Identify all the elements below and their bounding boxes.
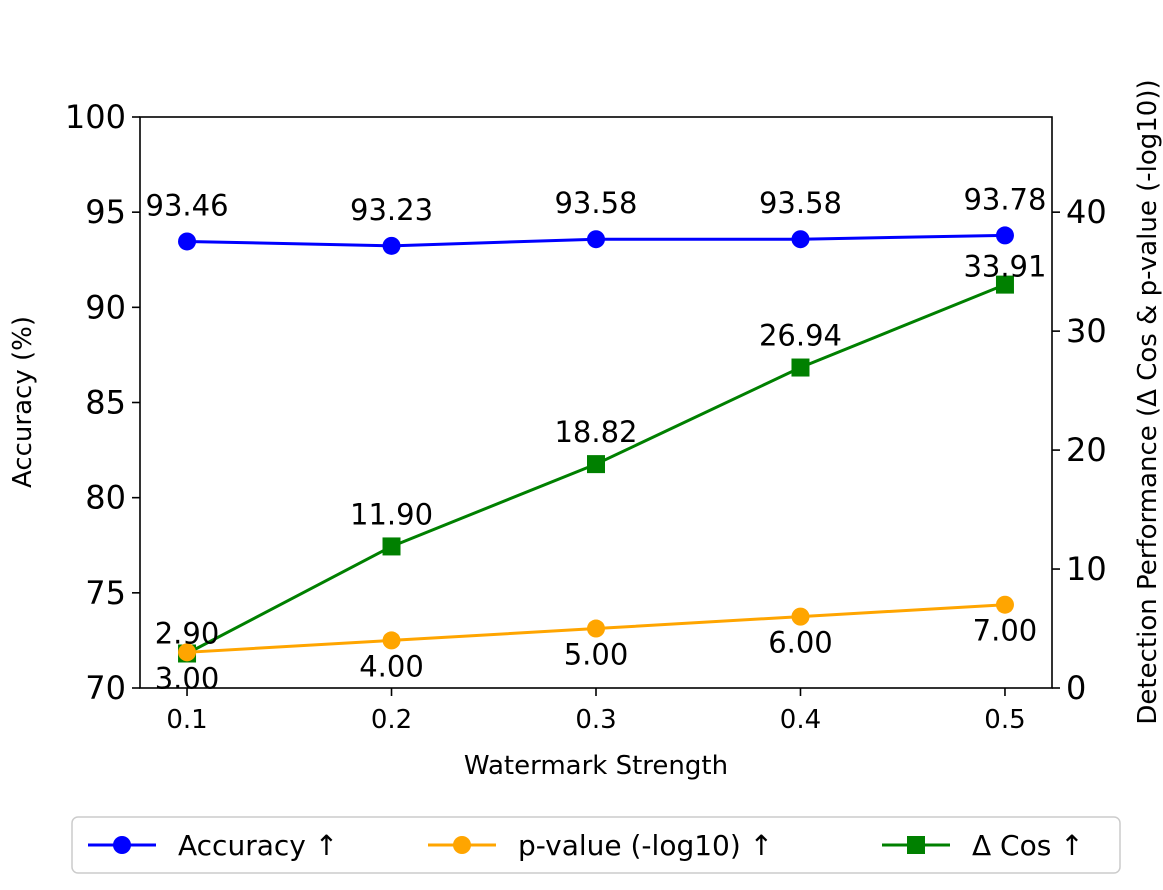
data-point <box>382 537 401 556</box>
data-point <box>587 619 605 638</box>
data-labels: 2.90 11.90 18.82 26.94 33.91 3.00 4.00 5.00 6.00… <box>146 182 1047 695</box>
data-point <box>178 232 197 251</box>
legend-marker <box>113 836 131 854</box>
data-label: 11.90 <box>350 497 433 531</box>
data-label: 7.00 <box>973 614 1038 648</box>
legend-marker <box>453 836 471 854</box>
series-delta-cos <box>178 275 1014 663</box>
axes: 0.1 0.2 0.3 0.4 0.5 70 75 80 85 90 95 100 0 10 20 30 40 <box>65 98 1107 735</box>
data-label: 6.00 <box>768 626 833 660</box>
x-tick-label: 0.5 <box>984 705 1025 735</box>
x-tick-label: 0.4 <box>780 705 821 735</box>
x-tick-label: 0.3 <box>575 705 616 735</box>
data-label: 93.78 <box>963 182 1046 216</box>
data-point <box>995 226 1014 245</box>
data-point <box>995 275 1014 294</box>
data-point <box>791 607 810 626</box>
legend-box <box>71 816 1121 874</box>
data-label: 18.82 <box>554 415 637 449</box>
data-label: 93.58 <box>759 186 842 220</box>
data-label: 5.00 <box>564 638 629 672</box>
legend-item: p-value (-log10) ↑ <box>428 829 773 862</box>
data-label: 2.90 <box>155 617 220 651</box>
y-tick-label-left: 85 <box>85 384 126 422</box>
data-point <box>382 236 401 255</box>
series-accuracy <box>178 226 1014 255</box>
data-point <box>791 358 810 377</box>
y-tick-label-left: 75 <box>85 574 126 612</box>
data-point <box>791 230 810 249</box>
series-group <box>178 226 1014 663</box>
y-axis-title-right: Detection Performance (Δ Cos & p-value (… <box>1133 79 1163 724</box>
data-label: 3.00 <box>155 661 220 695</box>
legend-marker <box>907 836 925 854</box>
data-label: 33.91 <box>963 250 1046 284</box>
x-tick-label: 0.1 <box>166 705 207 735</box>
y-tick-label-left: 95 <box>85 193 126 231</box>
data-point <box>178 643 197 662</box>
data-label: 93.23 <box>350 193 433 227</box>
legend-label: Δ Cos ↑ <box>972 829 1084 862</box>
series-p-value <box>178 595 1014 662</box>
data-label: 4.00 <box>359 649 424 683</box>
data-label: 93.58 <box>554 186 637 220</box>
y-tick-label-right: 10 <box>1066 550 1107 588</box>
x-tick-label: 0.2 <box>371 705 412 735</box>
data-point <box>995 595 1014 614</box>
y-tick-label-right: 0 <box>1066 669 1086 707</box>
y-tick-label-right: 20 <box>1066 431 1107 469</box>
x-axis-title: Watermark Strength <box>464 751 728 781</box>
y-tick-label-right: 40 <box>1066 193 1107 231</box>
legend-item: Δ Cos ↑ <box>882 829 1084 862</box>
legend-item: Accuracy ↑ <box>88 829 338 862</box>
y-tick-label-left: 100 <box>65 98 126 136</box>
y-tick-label-right: 30 <box>1066 312 1107 350</box>
data-label: 26.94 <box>759 319 842 353</box>
data-point <box>587 455 605 474</box>
y-tick-label-left: 80 <box>85 479 126 517</box>
legend-label: p-value (-log10) ↑ <box>518 829 773 862</box>
legend-label: Accuracy ↑ <box>178 829 338 862</box>
y-tick-label-left: 70 <box>85 669 126 707</box>
legend: Accuracy ↑ p-value (-log10) ↑ Δ Cos ↑ <box>71 816 1121 874</box>
data-point <box>382 631 401 650</box>
y-tick-label-left: 90 <box>85 288 126 326</box>
data-label: 93.46 <box>146 188 229 222</box>
data-point <box>587 230 605 249</box>
y-axis-title-left: Accuracy (%) <box>8 316 38 488</box>
